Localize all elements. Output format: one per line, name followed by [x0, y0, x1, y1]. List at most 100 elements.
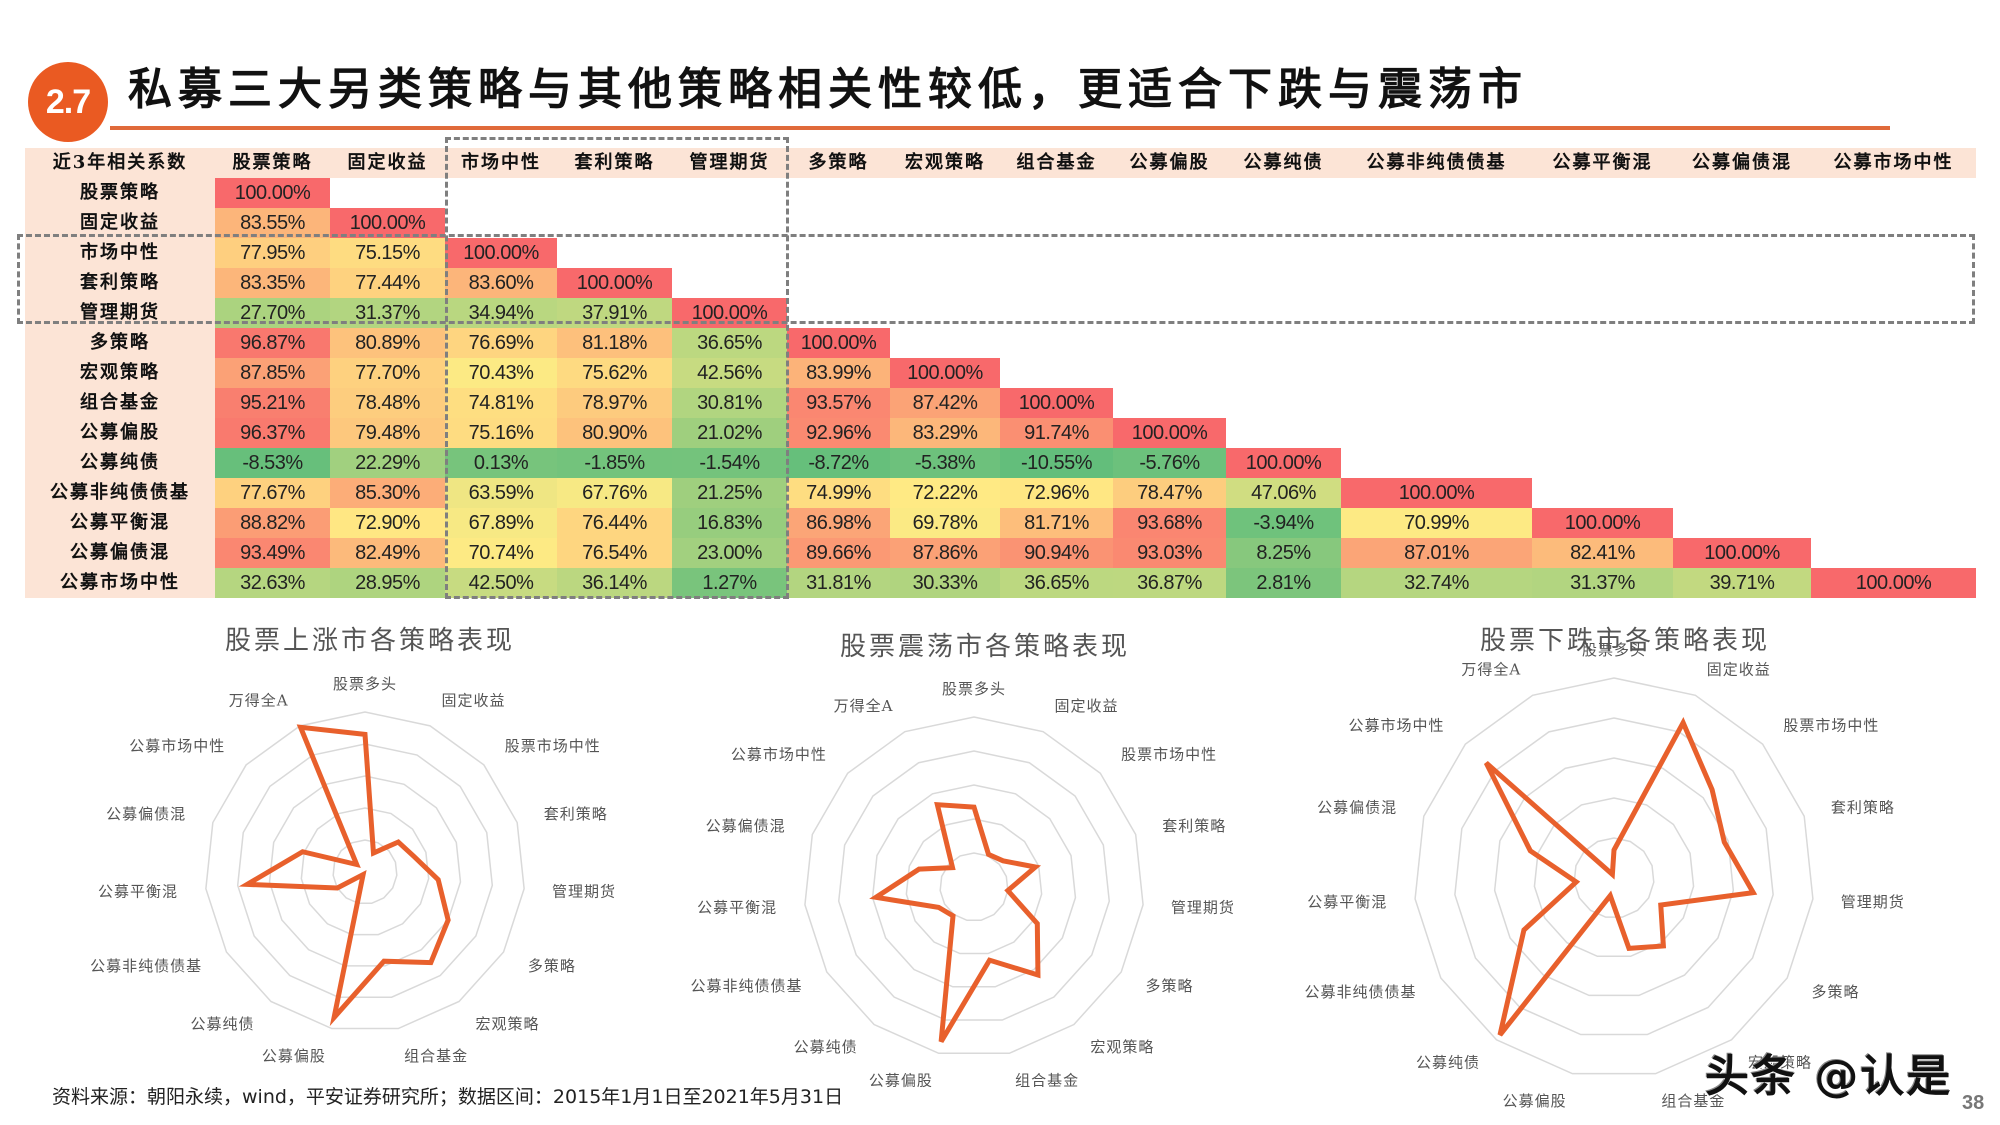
- radar-gridline: [905, 818, 1043, 955]
- radar-axis-label: 公募纯债: [794, 1038, 858, 1056]
- radar-axis-label: 固定收益: [1707, 661, 1771, 679]
- correlation-cell: 100.00%: [890, 358, 1000, 388]
- correlation-cell: 76.54%: [557, 538, 672, 568]
- correlation-cell: 83.35%: [215, 268, 330, 298]
- radar-axis-label: 多策略: [1811, 983, 1859, 1001]
- correlation-cell: 31.37%: [330, 298, 445, 328]
- column-header: 公募纯债: [1243, 152, 1324, 173]
- correlation-cell: 47.06%: [1226, 478, 1341, 508]
- row-label: 公募平衡混: [70, 512, 170, 533]
- correlation-cell: 100.00%: [787, 328, 890, 358]
- radar-gridline: [332, 839, 398, 905]
- radar-axis-label: 公募偏债混: [106, 805, 186, 823]
- correlation-cell: 87.42%: [890, 388, 1000, 418]
- radar-axis-label: 公募纯债: [190, 1015, 254, 1033]
- row-label: 多策略: [90, 332, 150, 353]
- correlation-cell: -3.94%: [1226, 508, 1341, 538]
- correlation-cell: -1.54%: [672, 448, 787, 478]
- column-header: 管理期货: [689, 152, 770, 173]
- correlation-cell: 100.00%: [1226, 448, 1341, 478]
- correlation-cell: 100.00%: [215, 178, 330, 208]
- correlation-cell: 70.99%: [1341, 508, 1532, 538]
- radar-gridline: [1573, 837, 1655, 918]
- radar-chart-sideways-market: 股票震荡市各策略表现 股票多头 固定收益 股票市场中性 套利策略 管理期货 多策略 宏观策略…: [675, 620, 1295, 1090]
- correlation-cell: 74.81%: [445, 388, 557, 418]
- radar-axis-label: 组合基金: [1661, 1092, 1725, 1110]
- correlation-cell: -10.55%: [1000, 448, 1113, 478]
- correlation-cell: 74.99%: [787, 478, 890, 508]
- correlation-cell: 36.87%: [1113, 568, 1226, 598]
- radar-axis-label: 管理期货: [552, 883, 616, 901]
- correlation-cell: 76.44%: [557, 508, 672, 538]
- correlation-cell: 77.44%: [330, 268, 445, 298]
- radar-series-line: [238, 724, 451, 1027]
- correlation-cell: 34.94%: [445, 298, 557, 328]
- correlation-cell: 30.33%: [890, 568, 1000, 598]
- correlation-cell: -8.72%: [787, 448, 890, 478]
- radar-axis-label: 多策略: [528, 957, 576, 975]
- correlation-cell: 21.02%: [672, 418, 787, 448]
- radar-axis-label: 股票多头: [1582, 641, 1646, 659]
- correlation-cell: 100.00%: [557, 268, 672, 298]
- correlation-cell: 100.00%: [330, 208, 445, 238]
- row-label: 公募非纯债债基: [50, 482, 190, 503]
- correlation-cell: 91.74%: [1000, 418, 1113, 448]
- correlation-cell: 93.57%: [787, 388, 890, 418]
- correlation-cell: 90.94%: [1000, 538, 1113, 568]
- correlation-cell: 70.43%: [445, 358, 557, 388]
- radar-axis-label: 公募偏债混: [706, 817, 786, 835]
- chart-title: 股票震荡市各策略表现: [839, 632, 1130, 662]
- row-label: 公募偏债混: [70, 542, 170, 563]
- correlation-cell: 75.62%: [557, 358, 672, 388]
- correlation-cell: 96.37%: [215, 418, 330, 448]
- table-corner-label: 近3年相关系数: [52, 152, 188, 173]
- correlation-cell: 77.67%: [215, 478, 330, 508]
- radar-axis-label: 套利策略: [1162, 817, 1226, 835]
- radar-axis-label: 公募偏债混: [1317, 799, 1397, 817]
- radar-axis-label: 组合基金: [404, 1047, 468, 1065]
- correlation-cell: 8.25%: [1226, 538, 1341, 568]
- correlation-cell: -1.85%: [557, 448, 672, 478]
- correlation-cell: 83.99%: [787, 358, 890, 388]
- correlation-cell: 96.87%: [215, 328, 330, 358]
- radar-axis-label: 组合基金: [1015, 1072, 1079, 1090]
- correlation-cell: 93.49%: [215, 538, 330, 568]
- correlation-cell: 32.63%: [215, 568, 330, 598]
- correlation-cell: 95.21%: [215, 388, 330, 418]
- correlation-cell: 77.70%: [330, 358, 445, 388]
- row-label: 公募纯债: [80, 452, 160, 473]
- correlation-cell: 88.82%: [215, 508, 330, 538]
- radar-axis-label: 公募偏股: [1503, 1092, 1567, 1110]
- row-label: 固定收益: [80, 212, 160, 233]
- column-header: 公募非纯债债基: [1366, 152, 1507, 173]
- correlation-cell: 89.66%: [787, 538, 890, 568]
- radar-axis-label: 万得全A: [229, 691, 289, 709]
- radar-gridline: [268, 775, 462, 967]
- radar-axis-label: 宏观策略: [1748, 1053, 1812, 1071]
- radar-axis-label: 宏观策略: [1090, 1038, 1154, 1056]
- correlation-cell: 100.00%: [672, 298, 787, 328]
- correlation-cell: 92.96%: [787, 418, 890, 448]
- row-label: 公募偏股: [80, 422, 160, 443]
- table-header-band: [25, 148, 1976, 178]
- row-label: 套利策略: [80, 272, 160, 293]
- correlation-cell: 69.78%: [890, 508, 1000, 538]
- correlation-cell: -5.38%: [890, 448, 1000, 478]
- radar-axis-label: 股票多头: [942, 680, 1006, 698]
- row-label: 公募市场中性: [60, 572, 180, 593]
- column-header: 多策略: [808, 152, 869, 173]
- correlation-cell: 72.22%: [890, 478, 1000, 508]
- radar-axis-label: 管理期货: [1841, 893, 1905, 911]
- correlation-cell: 78.48%: [330, 388, 445, 418]
- title-underline: [110, 126, 1890, 130]
- row-label: 组合基金: [80, 392, 160, 413]
- correlation-cell: 30.81%: [672, 388, 787, 418]
- radar-axis-label: 万得全A: [834, 697, 894, 715]
- radar-axis-label: 公募非纯债债基: [90, 957, 202, 975]
- radar-axis-label: 公募市场中性: [1349, 716, 1445, 734]
- correlation-cell: 81.18%: [557, 328, 672, 358]
- page-title: 私募三大另类策略与其他策略相关性较低，更适合下跌与震荡市: [128, 64, 1528, 115]
- correlation-cell: 31.81%: [787, 568, 890, 598]
- correlation-cell: 36.14%: [557, 568, 672, 598]
- correlation-cell: 36.65%: [672, 328, 787, 358]
